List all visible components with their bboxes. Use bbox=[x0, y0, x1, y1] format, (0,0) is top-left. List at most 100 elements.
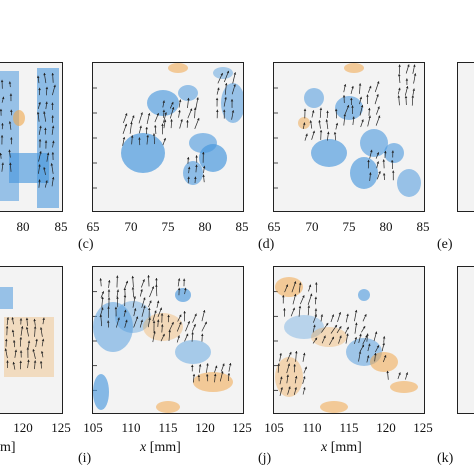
velocity-arrow bbox=[298, 282, 302, 293]
panel-letter-d: (d) bbox=[258, 237, 275, 252]
tick-label: 105 bbox=[83, 420, 103, 435]
velocity-arrow bbox=[286, 374, 290, 384]
velocity-arrow bbox=[182, 278, 186, 287]
velocity-arrow bbox=[351, 105, 354, 115]
panel-c bbox=[92, 62, 244, 212]
velocity-arrow bbox=[376, 171, 381, 180]
velocity-arrow bbox=[43, 111, 47, 122]
tick-label: 120 bbox=[195, 420, 215, 435]
velocity-arrow bbox=[170, 119, 173, 129]
velocity-arrow bbox=[314, 296, 318, 305]
velocity-arrow bbox=[375, 152, 380, 159]
velocity-arrow bbox=[27, 359, 30, 369]
velocity-arrow bbox=[367, 343, 371, 352]
velocity-arrow bbox=[325, 119, 329, 130]
velocity-arrow bbox=[302, 352, 306, 362]
velocity-arrow bbox=[295, 350, 298, 362]
velocity-arrow bbox=[366, 94, 369, 104]
intensity-blob bbox=[320, 401, 348, 413]
velocity-arrow bbox=[4, 338, 8, 347]
velocity-arrow bbox=[124, 280, 129, 289]
velocity-arrow bbox=[123, 309, 127, 317]
velocity-arrow bbox=[178, 109, 181, 118]
velocity-arrow bbox=[318, 120, 321, 129]
velocity-arrow bbox=[14, 349, 18, 358]
intensity-blob bbox=[298, 117, 310, 129]
velocity-arrow bbox=[133, 316, 139, 328]
velocity-arrow bbox=[99, 314, 103, 327]
velocity-arrow bbox=[354, 336, 358, 344]
velocity-arrow bbox=[292, 293, 297, 305]
intensity-blob bbox=[358, 289, 370, 301]
velocity-arrow bbox=[198, 364, 202, 373]
intensity-blob bbox=[156, 401, 180, 413]
velocity-arrow bbox=[302, 122, 306, 129]
velocity-arrow bbox=[223, 96, 227, 107]
tick-label: 70 bbox=[124, 219, 138, 234]
velocity-arrow bbox=[41, 338, 45, 347]
velocity-arrow bbox=[33, 326, 37, 337]
velocity-arrow bbox=[303, 108, 307, 119]
velocity-arrow bbox=[148, 300, 152, 308]
velocity-arrow bbox=[163, 119, 167, 129]
velocity-arrow bbox=[9, 93, 13, 102]
velocity-arrow bbox=[206, 363, 209, 373]
velocity-arrow bbox=[382, 173, 386, 180]
velocity-arrow bbox=[191, 323, 196, 332]
intensity-blob bbox=[360, 129, 388, 157]
velocity-arrow bbox=[326, 131, 330, 141]
velocity-arrow bbox=[44, 140, 48, 149]
intensity-blob bbox=[370, 352, 398, 372]
velocity-arrow bbox=[12, 340, 16, 348]
velocity-arrow bbox=[152, 320, 156, 332]
velocity-arrow bbox=[19, 360, 23, 370]
velocity-arrow bbox=[43, 167, 46, 175]
velocity-arrow bbox=[141, 305, 146, 317]
velocity-arrow bbox=[100, 291, 105, 298]
velocity-arrow bbox=[293, 364, 296, 373]
velocity-arrow bbox=[46, 152, 50, 162]
velocity-arrow bbox=[0, 135, 4, 145]
velocity-arrow bbox=[373, 331, 378, 342]
tick-label: 105 bbox=[264, 420, 284, 435]
velocity-arrow bbox=[192, 313, 197, 323]
velocity-arrow bbox=[152, 133, 156, 145]
velocity-arrow bbox=[220, 363, 225, 372]
velocity-arrow bbox=[154, 125, 157, 135]
velocity-arrow bbox=[145, 126, 148, 135]
velocity-arrow bbox=[195, 97, 199, 109]
velocity-arrow bbox=[160, 333, 165, 342]
velocity-arrow bbox=[319, 107, 323, 118]
velocity-arrow bbox=[382, 159, 386, 169]
intensity-blob bbox=[311, 327, 347, 347]
velocity-arrow bbox=[147, 307, 151, 318]
velocity-arrow bbox=[133, 308, 137, 317]
panel-letter-k: (k) bbox=[437, 451, 454, 466]
velocity-arrow bbox=[139, 319, 144, 328]
velocity-arrow bbox=[216, 87, 220, 95]
velocity-arrow bbox=[201, 309, 206, 322]
velocity-arrow bbox=[231, 110, 235, 120]
velocity-arrow bbox=[187, 97, 190, 109]
velocity-arrow bbox=[184, 287, 187, 295]
velocity-arrow bbox=[286, 363, 291, 374]
intensity-patch bbox=[9, 153, 49, 183]
velocity-arrow bbox=[107, 297, 111, 307]
velocity-arrow bbox=[358, 351, 362, 362]
tick-label: 65 bbox=[267, 219, 281, 234]
intensity-blob bbox=[13, 110, 25, 126]
tick-label: 110 bbox=[302, 420, 322, 435]
velocity-arrow bbox=[0, 79, 4, 89]
velocity-arrow bbox=[359, 344, 365, 352]
velocity-arrow bbox=[146, 113, 151, 125]
velocity-arrow bbox=[45, 101, 48, 110]
velocity-arrow bbox=[368, 107, 371, 116]
velocity-arrow bbox=[0, 108, 3, 116]
velocity-arrow bbox=[405, 372, 409, 380]
intensity-blob bbox=[93, 302, 133, 352]
velocity-arrow bbox=[161, 123, 164, 135]
velocity-arrow bbox=[217, 72, 223, 84]
velocity-arrow bbox=[215, 97, 219, 107]
velocity-arrow bbox=[369, 149, 373, 159]
velocity-arrow bbox=[186, 120, 189, 128]
